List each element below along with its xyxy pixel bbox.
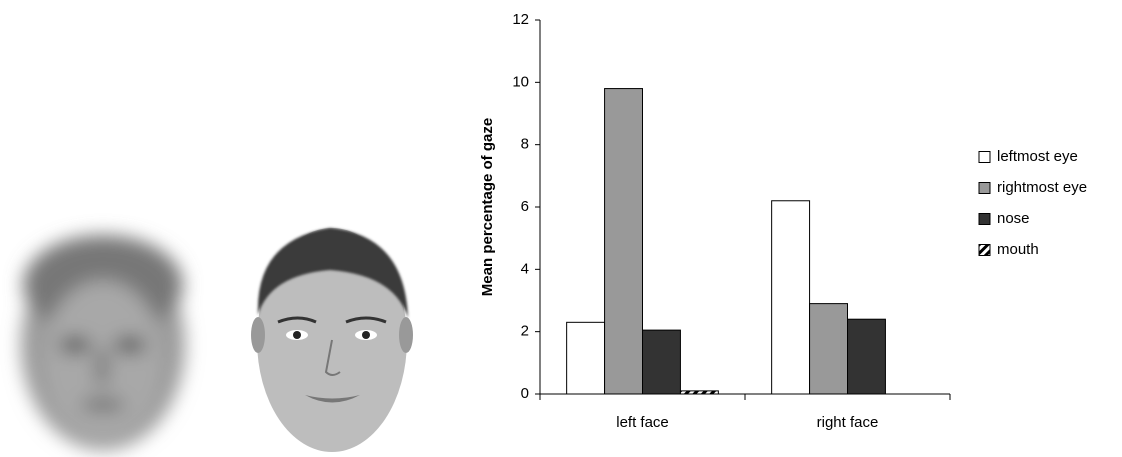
legend-swatch [978,244,991,256]
legend-label: rightmost eye [997,179,1087,196]
blurred-face-image [21,235,185,450]
legend-label: leftmost eye [997,148,1078,165]
bar [847,318,886,395]
bar [642,329,681,395]
legend-swatch [978,213,991,225]
y-tick-label: 8 [521,136,529,153]
y-axis-label: Mean percentage of gaze [479,118,496,296]
legend-label: nose [997,210,1030,227]
bar [771,200,811,395]
legend-swatch [978,151,991,163]
y-tick-label: 0 [521,385,529,402]
y-tick-label: 2 [521,323,529,340]
x-tick-label: left face [616,414,669,431]
y-tick-label: 12 [512,11,529,28]
y-tick-label: 6 [521,198,529,215]
y-tick-label: 10 [512,73,529,90]
x-tick-label: right face [817,414,879,431]
y-tick-label: 4 [521,260,529,277]
chart: 0 2 4 6 8 10 12 left face right face leftmost eye… [512,11,1087,431]
legend-label: mouth [997,241,1039,258]
legend-swatch [978,182,991,194]
bar [604,88,644,395]
bar [809,303,849,395]
face-image [251,228,413,452]
bar [679,390,719,395]
bar [566,321,606,395]
